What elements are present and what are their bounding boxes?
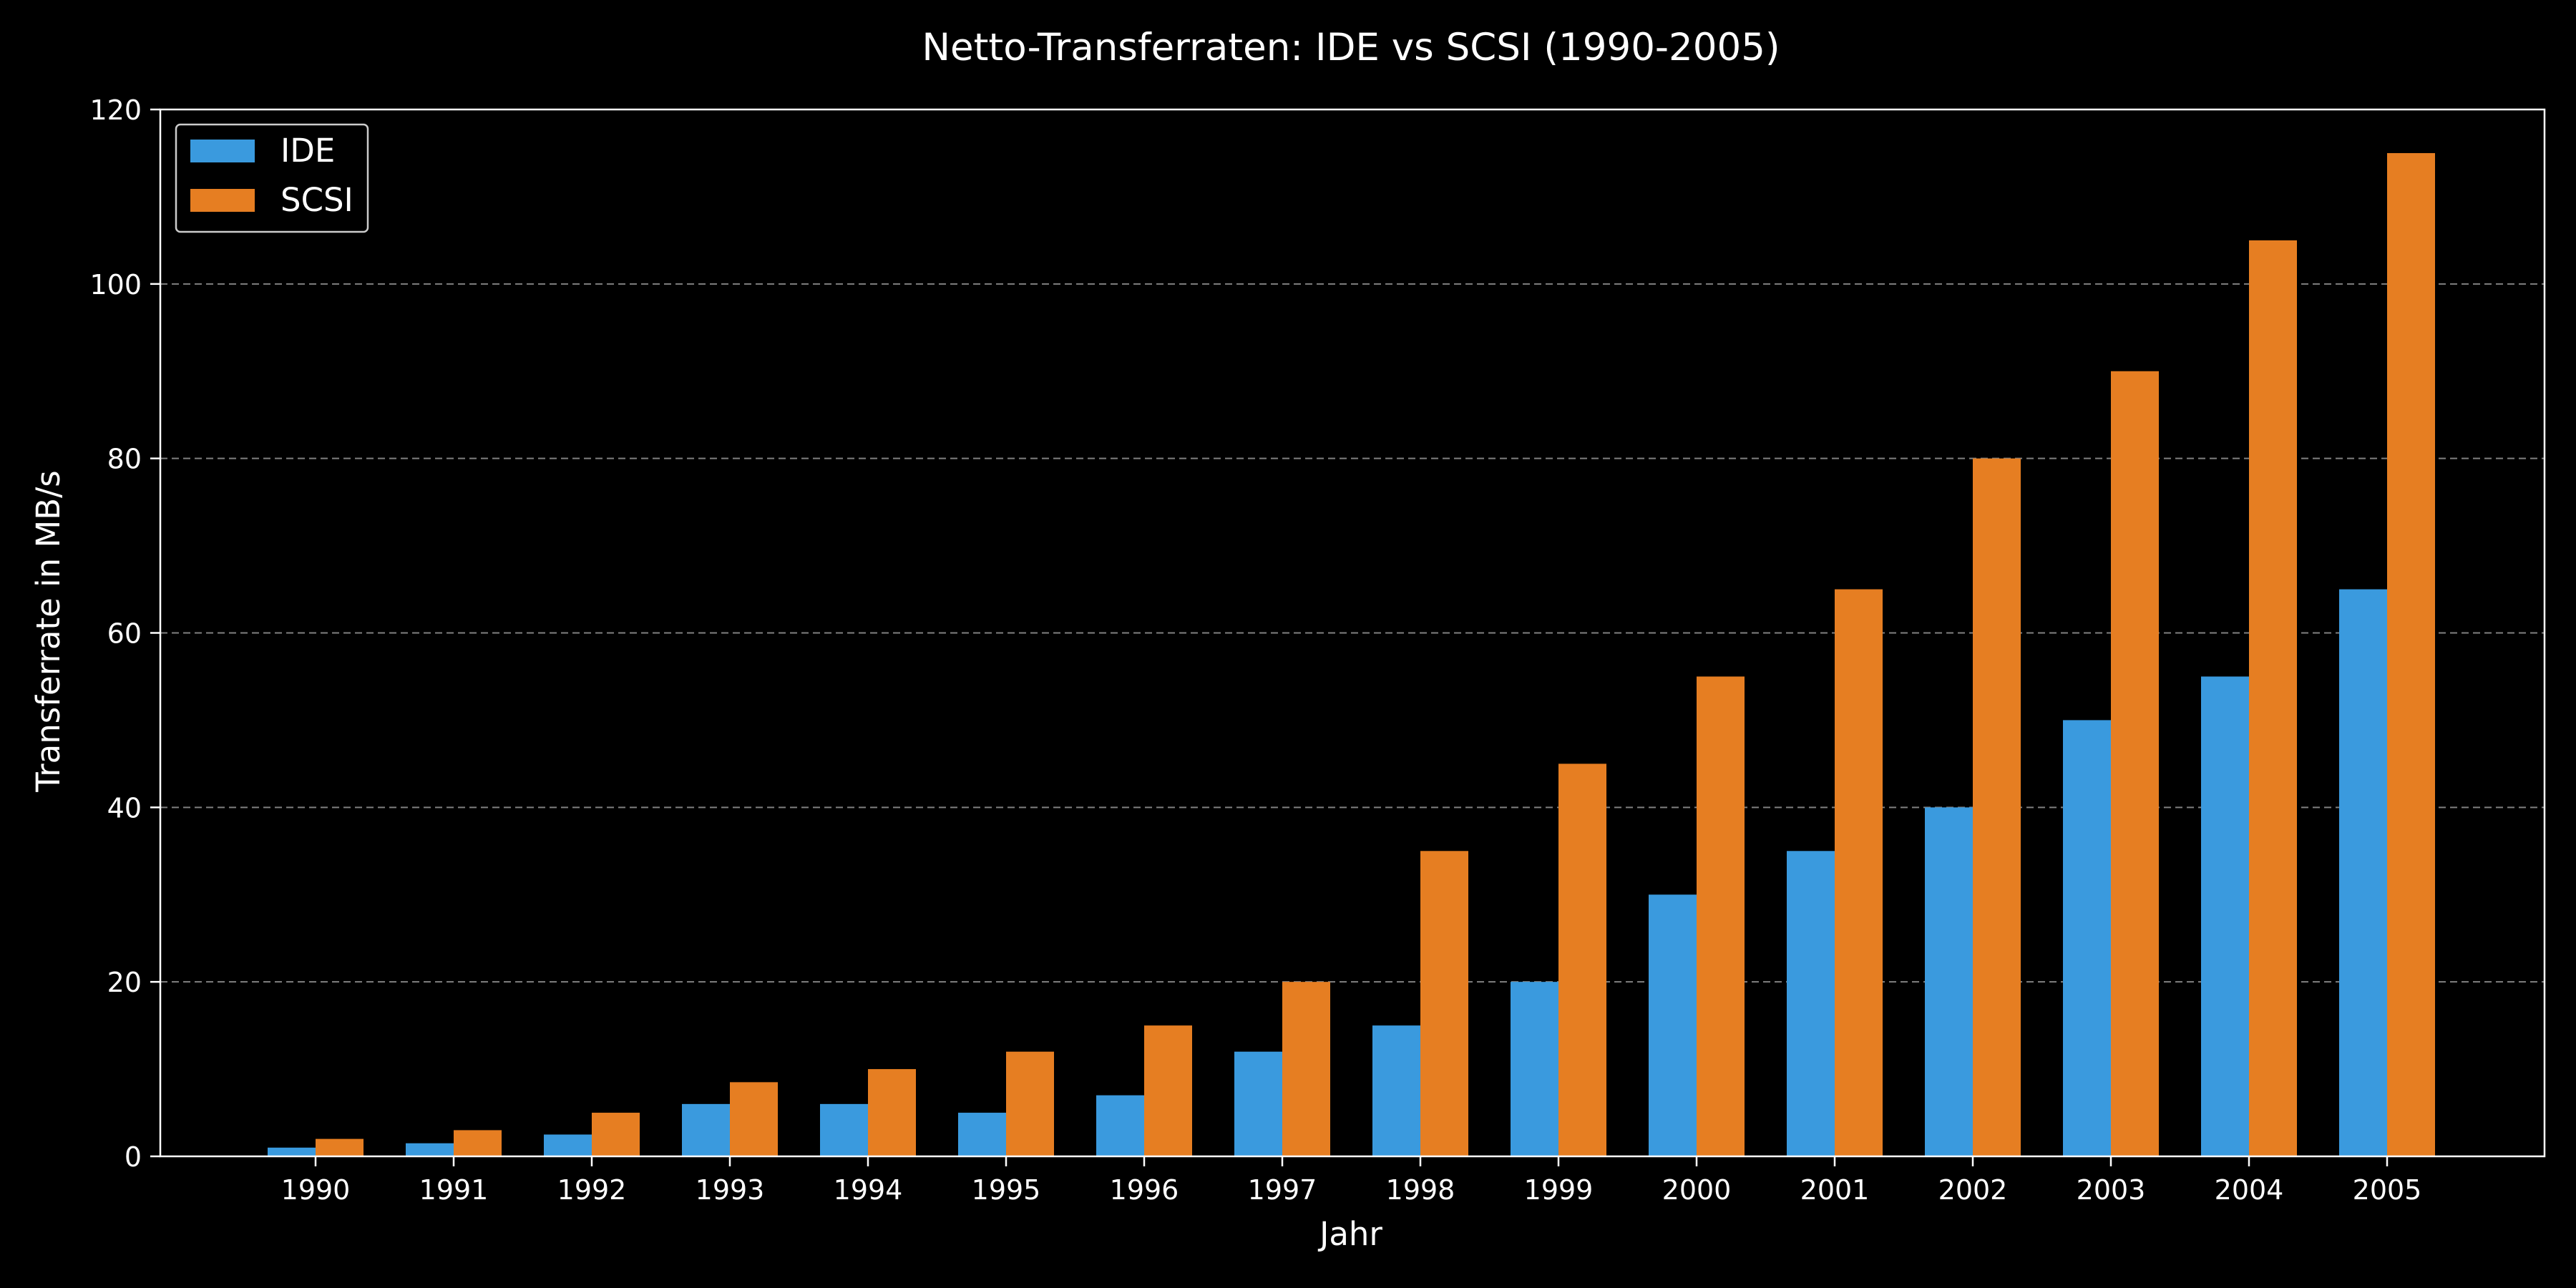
bar-ide-1992 (544, 1134, 592, 1156)
bar-ide-1999 (1511, 982, 1558, 1156)
bar-scsi-1991 (454, 1130, 502, 1156)
bar-scsi-2002 (1973, 458, 2021, 1156)
x-tick-label: 1994 (834, 1174, 903, 1206)
x-tick-label: 1996 (1110, 1174, 1179, 1206)
bars-layer (268, 152, 2435, 1156)
bar-ide-1996 (1096, 1095, 1144, 1156)
legend-swatch-scsi (190, 189, 255, 212)
bar-ide-2002 (1925, 807, 1973, 1156)
y-tick-label: 80 (107, 444, 142, 475)
bar-scsi-2004 (2249, 240, 2297, 1156)
x-axis: 1990 1991 1992 1993 1994 1995 1996 1997 1998 1999… (281, 1156, 2422, 1206)
x-tick-label: 1992 (557, 1174, 627, 1206)
chart-title: Netto-Transferraten: IDE vs SCSI (1990-2… (922, 26, 1780, 69)
bar-ide-1991 (406, 1143, 454, 1156)
bar-scsi-1994 (868, 1069, 916, 1156)
bar-scsi-1993 (730, 1082, 778, 1156)
x-tick-label: 1997 (1248, 1174, 1317, 1206)
y-axis-label: Transferrate in MB/s (29, 470, 67, 793)
x-tick-label: 1991 (419, 1174, 489, 1206)
y-tick-label: 40 (107, 792, 142, 824)
bar-ide-2004 (2201, 676, 2249, 1156)
x-tick-label: 1998 (1386, 1174, 1455, 1206)
bar-scsi-1996 (1144, 1025, 1192, 1156)
x-tick-label: 1993 (696, 1174, 765, 1206)
legend-label-scsi: SCSI (280, 181, 353, 219)
x-axis-label: Jahr (1317, 1215, 1382, 1253)
bar-scsi-2003 (2111, 371, 2159, 1156)
bar-ide-2001 (1787, 851, 1835, 1156)
bar-ide-2003 (2063, 720, 2111, 1156)
y-tick-label: 100 (89, 269, 142, 301)
x-tick-label: 1990 (281, 1174, 351, 1206)
bar-scsi-1997 (1282, 982, 1330, 1156)
bar-scsi-1998 (1420, 851, 1468, 1156)
bar-scsi-2000 (1697, 676, 1745, 1156)
x-tick-label: 2004 (2215, 1174, 2284, 1206)
bar-ide-2000 (1649, 894, 1697, 1156)
y-tick-label: 20 (107, 967, 142, 998)
bar-ide-1995 (958, 1113, 1006, 1156)
x-tick-label: 1995 (972, 1174, 1041, 1206)
legend-swatch-ide (190, 140, 255, 162)
bar-ide-2005 (2339, 589, 2387, 1156)
y-tick-label: 120 (89, 94, 142, 126)
x-tick-label: 2003 (2077, 1174, 2146, 1206)
bar-scsi-1995 (1006, 1051, 1054, 1156)
bar-ide-1998 (1372, 1025, 1420, 1156)
x-tick-label: 2001 (1800, 1174, 1870, 1206)
y-tick-label: 0 (125, 1141, 142, 1173)
bar-ide-1993 (682, 1103, 730, 1156)
grid-layer (160, 109, 2545, 983)
bar-scsi-1990 (316, 1138, 364, 1156)
bar-ide-1994 (820, 1103, 868, 1156)
x-tick-label: 2005 (2353, 1174, 2422, 1206)
bar-ide-1990 (268, 1147, 316, 1156)
x-tick-label: 2002 (1938, 1174, 2008, 1206)
y-tick-label: 60 (107, 618, 142, 650)
x-tick-label: 1999 (1524, 1174, 1594, 1206)
legend-label-ide: IDE (280, 132, 335, 170)
bar-scsi-1992 (592, 1113, 640, 1156)
legend: IDE SCSI (175, 123, 369, 233)
bar-scsi-2001 (1835, 589, 1883, 1156)
bar-scsi-2005 (2387, 152, 2435, 1156)
x-tick-label: 2000 (1662, 1174, 1732, 1206)
y-axis: 0 20 40 60 80 100 120 (89, 94, 160, 1173)
bar-ide-1997 (1234, 1051, 1282, 1156)
bar-scsi-1999 (1558, 763, 1606, 1156)
